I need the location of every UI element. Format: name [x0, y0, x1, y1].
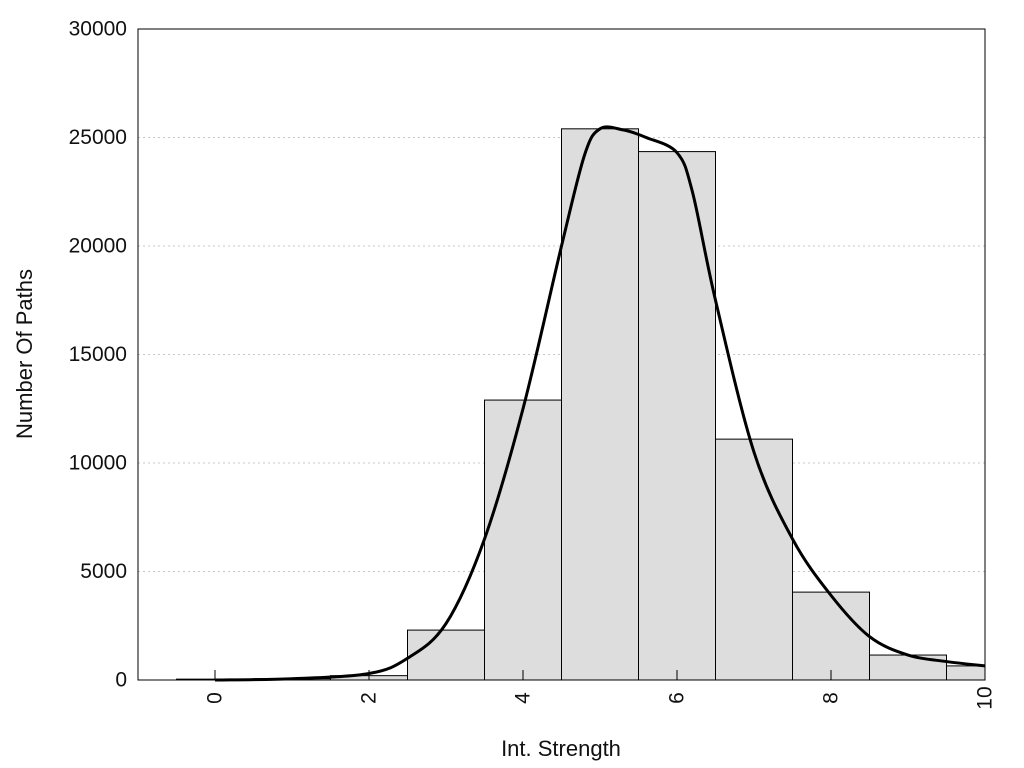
- x-axis-ticks: 0 2 4 6 8 10: [204, 670, 997, 710]
- y-tick-label: 0: [115, 669, 127, 692]
- x-tick-label: 6: [666, 692, 689, 704]
- plot-frame: [137, 28, 986, 681]
- y-tick-label: 10000: [69, 452, 127, 475]
- histogram-bar: [407, 629, 485, 681]
- density-curve: [214, 125, 986, 682]
- histogram-bar: [715, 438, 793, 681]
- x-tick-label: 8: [820, 692, 843, 704]
- y-axis-title: Number Of Paths: [12, 269, 37, 439]
- histogram-bar: [638, 151, 716, 681]
- histogram-bar: [561, 128, 639, 681]
- grid-lines: [138, 137, 985, 572]
- density-curve-line: [214, 125, 986, 682]
- x-tick-label: 0: [204, 692, 227, 704]
- y-axis-ticks: 0 5000 10000 15000 20000 25000 30000: [69, 18, 127, 692]
- histogram-bar: [946, 665, 986, 681]
- y-tick-label: 25000: [69, 126, 127, 149]
- y-tick-label: 5000: [80, 560, 127, 583]
- x-tick-label: 10: [974, 686, 997, 709]
- y-tick-label: 15000: [69, 343, 127, 366]
- x-axis-title: Int. Strength: [501, 736, 621, 761]
- x-tick-label: 4: [512, 692, 535, 704]
- y-tick-label: 30000: [69, 18, 127, 41]
- x-tick-label: 2: [358, 692, 381, 704]
- histogram-bar: [484, 399, 562, 681]
- y-tick-label: 20000: [69, 235, 127, 258]
- histogram-bar: [792, 591, 870, 681]
- histogram-bars: [176, 128, 986, 681]
